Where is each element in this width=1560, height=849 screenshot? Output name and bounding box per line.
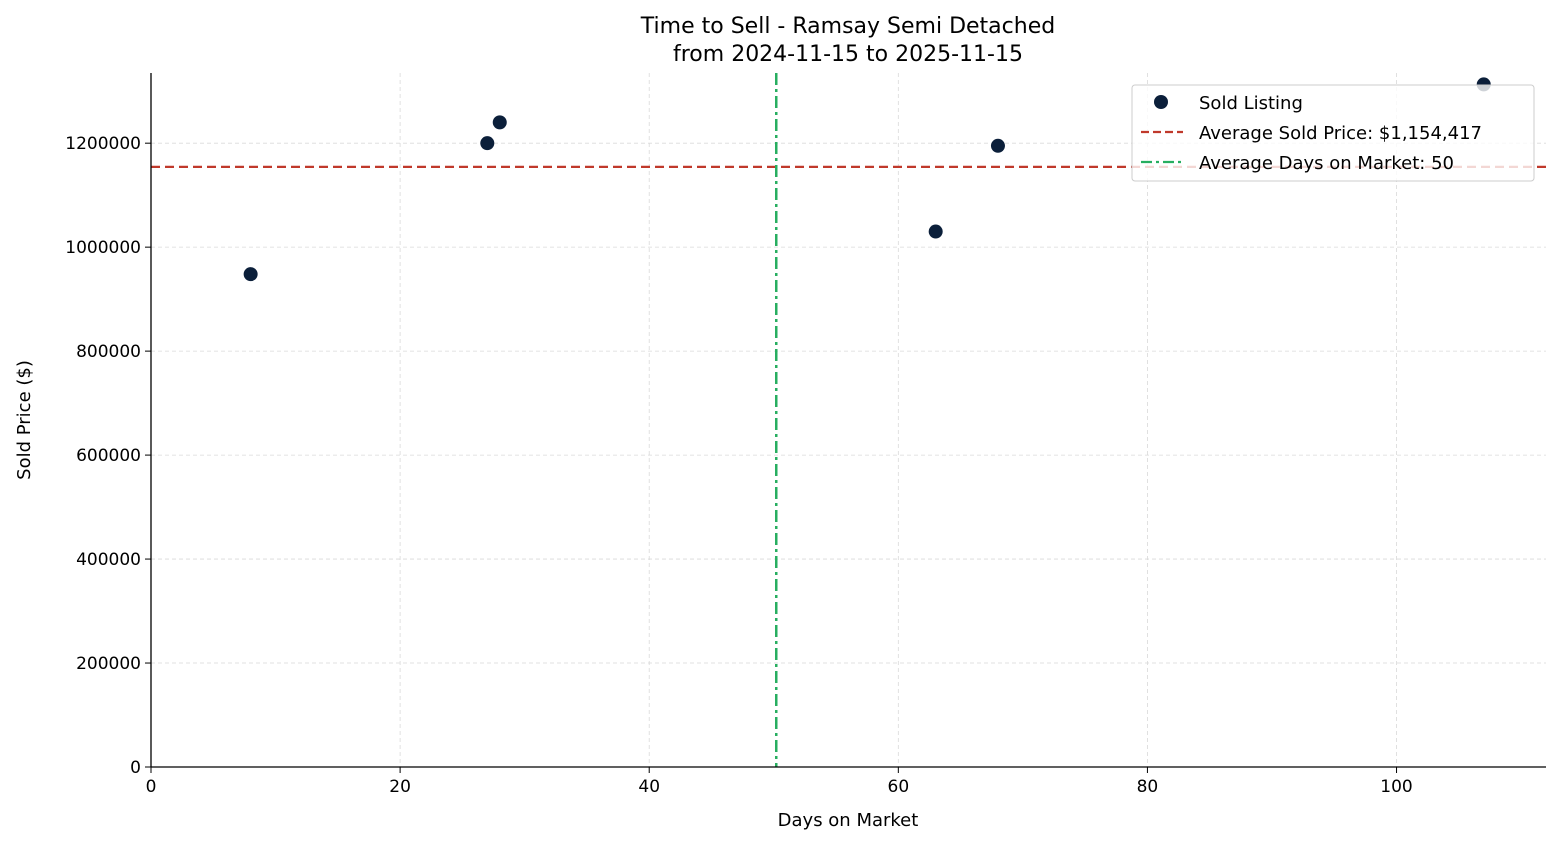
x-axis-label: Days on Market — [778, 810, 919, 831]
legend-label: Average Sold Price: $1,154,417 — [1199, 123, 1482, 144]
y-tick-label: 400000 — [76, 550, 141, 570]
y-axis-label: Sold Price ($) — [14, 360, 35, 480]
legend-label: Sold Listing — [1199, 93, 1303, 114]
y-tick-label: 0 — [130, 758, 141, 778]
data-point — [243, 267, 258, 282]
legend: Sold Listing Average Sold Price: $1,154,4… — [1131, 84, 1535, 182]
axes: 0 20 40 60 80 100 0 200000 400000 600000 800000 100… — [65, 73, 1546, 797]
x-tick-label: 0 — [146, 777, 157, 797]
chart-subtitle: from 2024-11-15 to 2025-11-15 — [673, 42, 1023, 67]
data-point — [928, 224, 943, 239]
chart-title: Time to Sell - Ramsay Semi Detached — [640, 14, 1055, 39]
x-tick-label: 80 — [1137, 777, 1159, 797]
legend-marker — [1154, 95, 1168, 109]
legend-box — [1131, 84, 1535, 182]
x-tick-label: 20 — [389, 777, 411, 797]
y-tick-label: 600000 — [76, 446, 141, 466]
x-tick-label: 40 — [638, 777, 660, 797]
y-tick-label: 1200000 — [65, 134, 141, 154]
legend-label: Average Days on Market: 50 — [1199, 153, 1454, 174]
y-tick-label: 800000 — [76, 342, 141, 362]
y-tick-label: 1000000 — [65, 238, 141, 258]
data-point — [492, 115, 507, 130]
y-tick-label: 200000 — [76, 654, 141, 674]
data-point — [480, 136, 495, 151]
data-point — [990, 138, 1005, 153]
x-tick-label: 60 — [888, 777, 910, 797]
x-tick-label: 100 — [1380, 777, 1412, 797]
